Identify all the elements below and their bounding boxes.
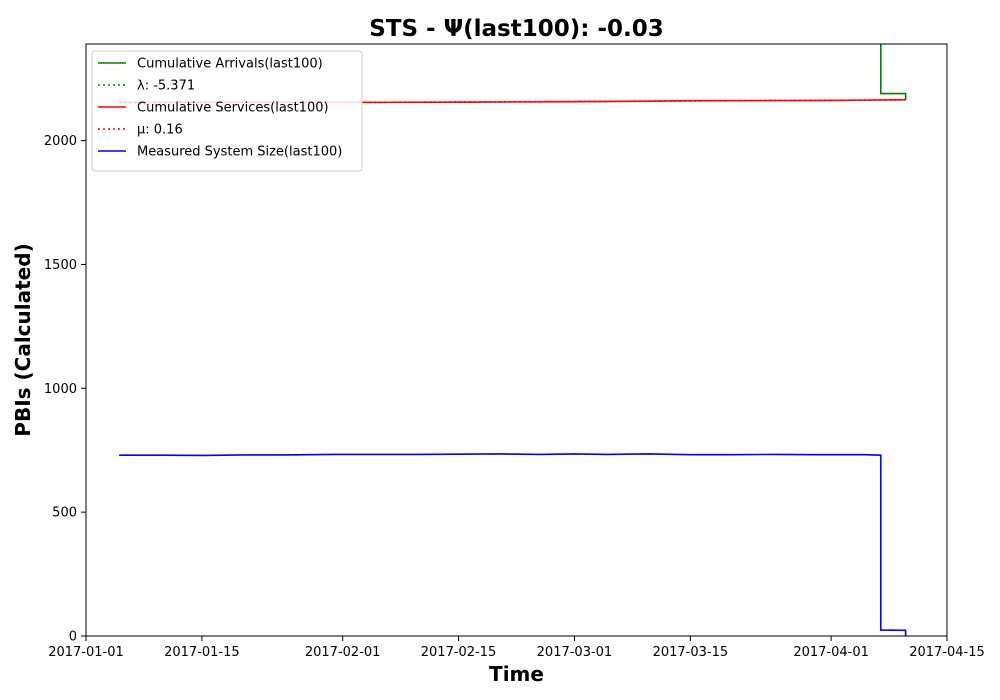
series-line-0 bbox=[879, 44, 907, 100]
y-tick-label-0: 0 bbox=[69, 630, 77, 645]
x-axis-label: Time bbox=[489, 662, 544, 686]
legend: Cumulative Arrivals(last100) λ: -5.371 Cum… bbox=[91, 50, 363, 172]
x-axis-ticks: 2017-01-01 2017-01-15 2017-02-01 2017-02-15… bbox=[48, 636, 985, 660]
x-tick-label-4: 2017-03-01 bbox=[537, 645, 613, 660]
series-line-4 bbox=[119, 453, 907, 636]
legend-label-3: μ: 0.16 bbox=[137, 123, 183, 138]
chart-title: STS - Ψ(last100): -0.03 bbox=[369, 16, 664, 42]
y-tick-label-3: 1500 bbox=[44, 258, 77, 273]
x-tick-label-0: 2017-01-01 bbox=[48, 645, 124, 660]
y-axis-ticks: 0 500 1000 1500 2000 bbox=[44, 134, 86, 645]
legend-label-2: Cumulative Services(last100) bbox=[137, 101, 329, 116]
legend-label-4: Measured System Size(last100) bbox=[137, 145, 342, 160]
x-tick-label-2: 2017-02-01 bbox=[305, 645, 381, 660]
legend-label-1: λ: -5.371 bbox=[137, 79, 195, 94]
x-tick-label-3: 2017-02-15 bbox=[421, 645, 497, 660]
legend-label-0: Cumulative Arrivals(last100) bbox=[137, 57, 323, 72]
y-axis-label: PBIs (Calculated) bbox=[11, 243, 35, 436]
legend-box bbox=[91, 50, 363, 172]
x-tick-label-7: 2017-04-15 bbox=[909, 645, 985, 660]
y-tick-label-1: 500 bbox=[52, 506, 77, 521]
x-tick-label-6: 2017-04-01 bbox=[793, 645, 869, 660]
plot-frame bbox=[85, 43, 948, 637]
x-tick-label-5: 2017-03-15 bbox=[653, 645, 729, 660]
y-tick-label-2: 1000 bbox=[44, 382, 77, 397]
x-tick-label-1: 2017-01-15 bbox=[164, 645, 240, 660]
y-tick-label-4: 2000 bbox=[44, 134, 77, 149]
